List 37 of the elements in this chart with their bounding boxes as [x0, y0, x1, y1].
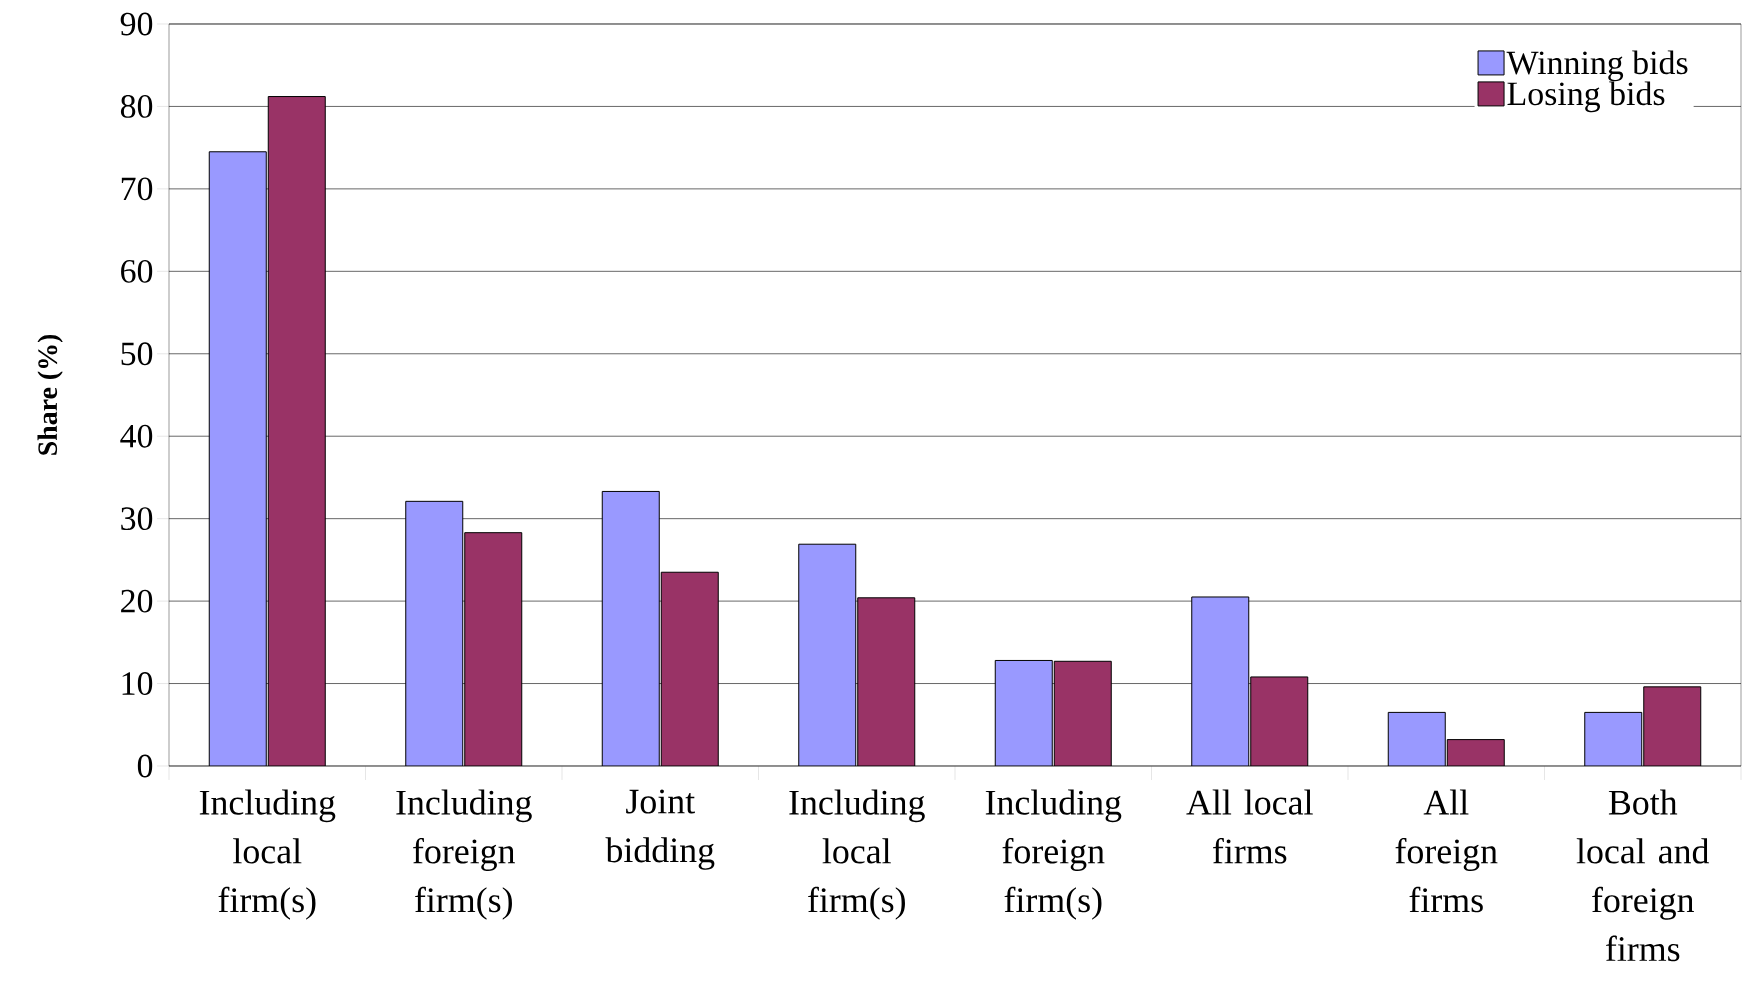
bar [798, 544, 856, 766]
y-tick-label: 30 [121, 507, 153, 531]
bar [661, 572, 719, 766]
bar [1250, 676, 1308, 766]
x-tick-label: Including local firm(s) [789, 789, 925, 920]
y-axis-title: Share (%) [37, 334, 63, 455]
bar [602, 491, 660, 766]
y-tick-label: 20 [121, 589, 153, 613]
y-tick-label: 0 [137, 754, 153, 778]
x-tick-label: Both local and foreign firms [1576, 789, 1710, 962]
x-tick-label: Including foreign firm(s) [985, 789, 1122, 920]
bar [405, 501, 463, 766]
x-tick-label: Including foreign firm(s) [396, 789, 532, 920]
x-tick-label: All local firms [1186, 789, 1313, 864]
y-tick-label: 60 [121, 259, 153, 283]
bar [857, 597, 915, 766]
bar [1054, 661, 1112, 766]
bar [1447, 739, 1505, 766]
bar [209, 151, 267, 766]
y-tick-label: 90 [120, 12, 153, 36]
bar [995, 660, 1053, 766]
bar [464, 532, 522, 766]
bar [1191, 596, 1249, 766]
y-tick-label: 40 [120, 424, 153, 448]
bar [268, 96, 326, 766]
y-tick-label: 50 [121, 342, 153, 366]
x-tick-label: Joint bidding [605, 789, 715, 870]
y-tick-label: 70 [121, 177, 153, 201]
bar [1584, 711, 1643, 766]
legend-label: Losing bids [1507, 81, 1665, 113]
x-tick-label: All foreign firms [1395, 789, 1498, 913]
bar [1643, 686, 1702, 766]
legend-label: Winning bids [1506, 50, 1688, 82]
y-tick-label: 80 [120, 95, 153, 118]
y-tick-label: 10 [122, 672, 153, 695]
bar [1388, 712, 1446, 766]
x-tick-label: Including local firm(s) [199, 789, 336, 920]
